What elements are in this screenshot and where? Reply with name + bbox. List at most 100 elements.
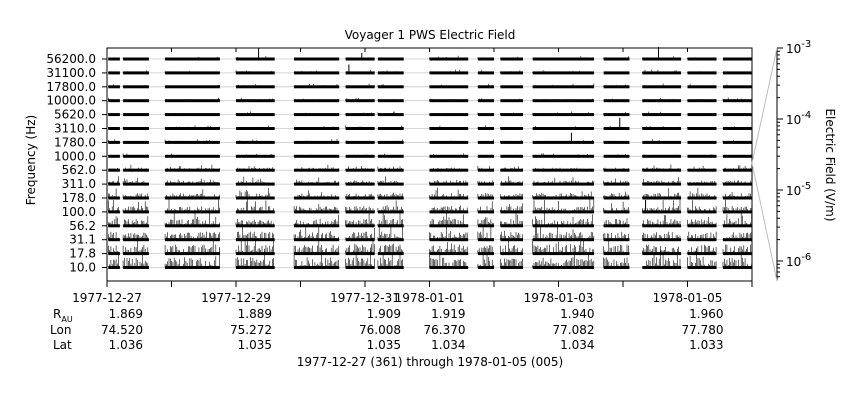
y-tick-label: 56.2	[69, 219, 96, 233]
trace-band	[108, 99, 120, 103]
trace-spikes	[532, 98, 595, 101]
trace-spikes	[235, 56, 274, 59]
trace-spikes	[345, 247, 375, 268]
ephem-value-r: 1.960	[689, 307, 723, 321]
y-tick-label: 562.0	[62, 163, 96, 177]
trace-spikes	[293, 190, 339, 198]
trace-spikes	[603, 218, 629, 226]
ephem-label-r-main: R	[53, 307, 61, 321]
channel-trace-31100.0	[108, 69, 752, 75]
trace-band	[294, 266, 340, 269]
trace-band	[345, 71, 375, 75]
y-tick-label: 31100.0	[46, 66, 96, 80]
trace-spikes	[532, 191, 595, 198]
trace-spikes	[603, 201, 629, 212]
color-axis-tick-label: 10-3	[786, 39, 811, 56]
trace-spikes	[377, 111, 403, 115]
trace-band	[500, 99, 524, 103]
trace-spikes	[642, 244, 681, 254]
trace-spikes	[642, 231, 681, 240]
trace-spikes	[477, 125, 494, 129]
trace-spikes	[164, 97, 220, 101]
trace-spikes	[293, 70, 339, 73]
trace-spikes	[429, 69, 468, 73]
trace-spikes	[235, 139, 274, 143]
trace-spikes	[642, 188, 681, 198]
trace-spikes	[429, 98, 468, 101]
trace-spikes	[477, 217, 494, 226]
trace-spikes	[164, 236, 220, 254]
trace-spikes	[235, 234, 274, 254]
trace-band	[108, 140, 120, 144]
trace-spikes	[500, 70, 522, 73]
trace-spikes	[500, 176, 523, 185]
trace-spikes	[500, 230, 523, 240]
trace-spikes	[293, 112, 339, 115]
trace-spikes	[293, 238, 339, 254]
trace-spikes	[235, 111, 274, 115]
trace-spikes	[108, 155, 119, 157]
trace-spikes	[722, 140, 752, 143]
trace-spikes	[532, 235, 595, 254]
trace-spikes	[235, 125, 274, 129]
trace-spikes	[642, 83, 681, 87]
ephem-label-r: RAU	[53, 307, 73, 324]
trace-spikes	[122, 232, 149, 240]
trace-spikes	[295, 164, 339, 171]
trace-spikes	[722, 212, 752, 226]
trace-spikes	[345, 166, 375, 171]
trace-spikes	[722, 84, 751, 87]
trace-spikes	[603, 56, 629, 59]
ephem-value-r: 1.909	[367, 307, 401, 321]
trace-spikes	[429, 245, 468, 268]
trace-band	[108, 57, 120, 61]
trace-spikes	[532, 111, 595, 115]
trace-spikes	[429, 226, 468, 240]
trace-spikes	[500, 193, 523, 198]
trace-band	[500, 140, 524, 144]
channel-trace-10000.0	[108, 97, 752, 103]
trace-spikes	[430, 140, 468, 143]
plot-frame	[106, 47, 753, 282]
channel-trace-31.1	[108, 222, 752, 242]
trace-spikes	[164, 210, 220, 226]
trace-spikes	[687, 57, 717, 59]
trace-spikes	[500, 126, 523, 129]
trace-band	[532, 238, 594, 242]
trace-spikes	[687, 113, 717, 115]
trace-band	[294, 154, 340, 158]
trace-spikes	[603, 140, 629, 143]
trace-band	[294, 168, 340, 172]
ephem-value-lat: 1.034	[431, 338, 465, 352]
trace-spikes	[108, 245, 119, 254]
ephem-value-lat: 1.036	[109, 338, 143, 352]
trace-band	[722, 154, 752, 158]
trace-spikes	[235, 199, 274, 212]
channel-trace-17800.0	[108, 83, 752, 89]
trace-spikes	[477, 69, 494, 73]
trace-spikes	[429, 205, 468, 212]
trace-spikes	[722, 232, 752, 240]
trace-spikes	[532, 83, 595, 87]
trace-spikes	[345, 211, 375, 226]
trace-spikes	[532, 213, 595, 226]
trace-band	[294, 182, 340, 186]
trace-spikes	[603, 71, 629, 73]
trace-spikes	[108, 231, 119, 240]
trace-spikes	[109, 251, 119, 268]
trace-spikes	[687, 200, 717, 212]
trace-spikes	[164, 70, 220, 73]
trace-band	[294, 210, 340, 214]
ephem-value-lat: 1.033	[689, 338, 723, 352]
trace-band	[108, 71, 120, 75]
trace-band	[294, 140, 340, 144]
ephem-value-lon: 77.082	[553, 323, 595, 337]
channel-trace-100.0	[108, 199, 752, 214]
y-tick-label: 100.0	[62, 205, 96, 219]
trace-spikes	[642, 215, 681, 226]
trace-band	[532, 154, 594, 158]
trace-band	[500, 196, 524, 200]
trace-spikes	[687, 83, 717, 87]
y-tick-label: 17.8	[69, 247, 96, 261]
trace-spikes	[429, 55, 468, 59]
